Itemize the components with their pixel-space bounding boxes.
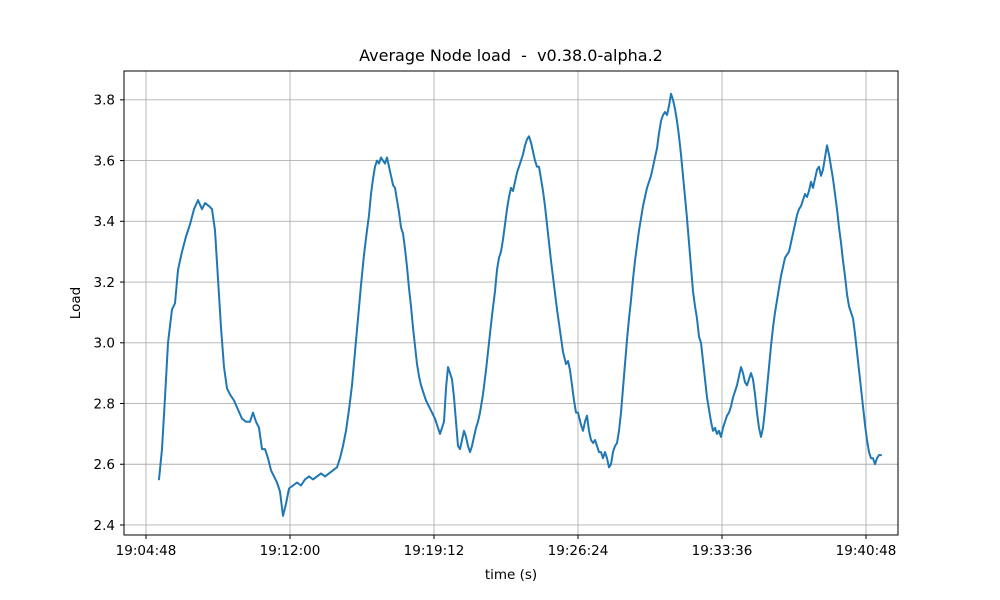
axes-layer [123, 70, 899, 536]
y-tick-label: 3.4 [94, 214, 115, 230]
chart-title: Average Node load - v0.38.0-alpha.2 [359, 46, 663, 65]
y-tick-label: 3.8 [94, 93, 115, 109]
tick-layer: 19:04:48 19:12:00 19:19:12 19:26:24 19:33:36… [94, 93, 897, 559]
y-tick-label: 2.6 [94, 457, 115, 473]
x-tick-label: 19:40:48 [836, 543, 897, 559]
grid-layer [124, 71, 898, 535]
x-tick-label: 19:33:36 [692, 543, 753, 559]
x-axis-label: time (s) [485, 567, 537, 583]
series-layer [158, 92, 882, 517]
x-tick-label: 19:12:00 [260, 543, 321, 559]
y-tick-label: 3.0 [94, 336, 115, 352]
x-tick-label: 19:19:12 [404, 543, 465, 559]
y-tick-label: 2.8 [94, 396, 115, 412]
axes-spines [123, 70, 899, 536]
load-series-line [158, 92, 882, 517]
y-tick-label: 3.6 [94, 153, 115, 169]
x-tick-label: 19:04:48 [116, 543, 177, 559]
y-tick-label: 3.2 [94, 275, 115, 291]
y-tick-label: 2.4 [94, 518, 115, 534]
y-axis-label: Load [68, 287, 84, 319]
x-tick-label: 19:26:24 [548, 543, 609, 559]
